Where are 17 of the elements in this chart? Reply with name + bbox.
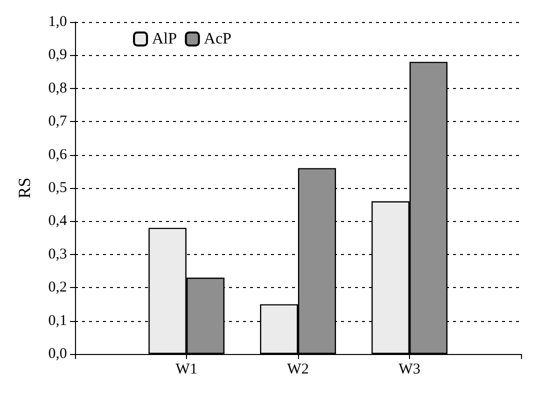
- legend-label: AlP: [152, 30, 177, 48]
- y-tick-label: 0,7: [48, 114, 68, 130]
- legend-label: AcP: [204, 30, 232, 48]
- y-tick-label: 0,8: [48, 80, 67, 96]
- x-tick-label: W2: [287, 362, 309, 378]
- y-tick-label: 0,5: [48, 180, 67, 196]
- y-tick-label: 0,1: [48, 312, 67, 329]
- x-tick-label: W3: [398, 362, 420, 378]
- y-tick-label: 0,9: [48, 47, 67, 64]
- y-tick-label: 0,0: [48, 346, 67, 362]
- y-tick-label: 0,2: [48, 280, 67, 296]
- y-tick-label: 0,4: [48, 213, 68, 230]
- y-tick-label: 1,0: [48, 14, 67, 30]
- y-axis-title: RS: [15, 178, 34, 198]
- y-tick-label: 0,6: [48, 146, 68, 163]
- y-tick-label: 0,3: [48, 246, 67, 262]
- x-tick-label: W1: [176, 362, 198, 378]
